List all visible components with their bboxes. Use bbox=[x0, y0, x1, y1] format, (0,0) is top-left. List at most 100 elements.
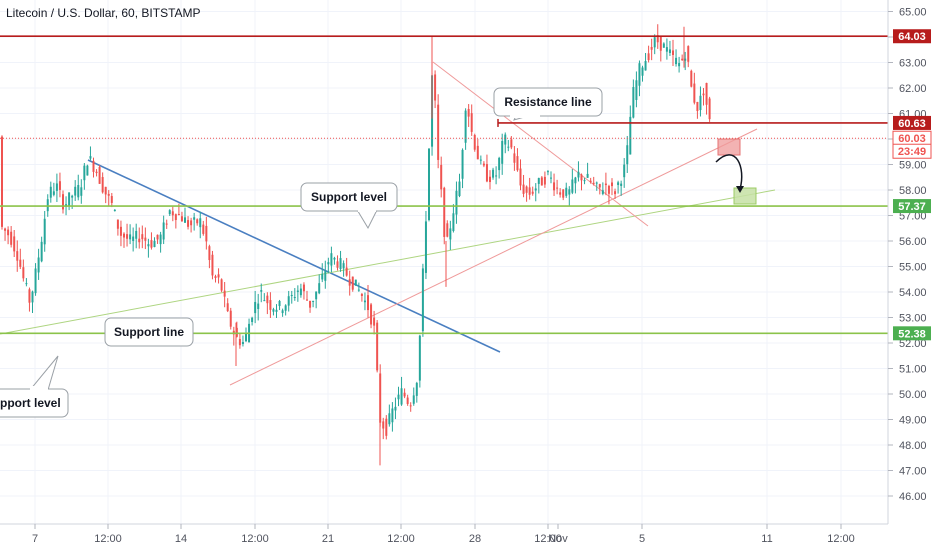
candle-body bbox=[394, 406, 397, 411]
candle-body bbox=[260, 290, 263, 292]
candle-body bbox=[138, 238, 141, 243]
candle-body bbox=[672, 50, 674, 55]
candle-body bbox=[214, 276, 217, 278]
candle-body bbox=[696, 101, 699, 112]
candle-body bbox=[101, 177, 104, 193]
candle-body bbox=[293, 297, 296, 299]
candle-body bbox=[211, 254, 214, 276]
candle-body bbox=[385, 418, 388, 436]
candle-body bbox=[22, 267, 25, 279]
candle-body bbox=[510, 139, 513, 148]
trend-lines bbox=[0, 61, 776, 386]
candle-body bbox=[388, 413, 391, 425]
candle-body bbox=[25, 283, 28, 285]
projection-sell-box[interactable] bbox=[717, 138, 741, 156]
candle-body bbox=[467, 108, 470, 117]
candle-body bbox=[86, 165, 89, 176]
candle-body bbox=[626, 145, 629, 165]
candle-body bbox=[565, 187, 568, 196]
y-axis-ticks: 46.00 47.00 48.00 49.00 50.00 51.00 52.00 53.00… bbox=[888, 7, 927, 503]
green-long-trendline[interactable] bbox=[0, 189, 776, 335]
candle-body bbox=[522, 184, 525, 194]
candle-body bbox=[498, 157, 501, 171]
candle-body bbox=[540, 177, 543, 186]
candle-body bbox=[620, 183, 623, 186]
candle-body bbox=[363, 300, 366, 303]
callout-resistance-line-text: Resistance line bbox=[504, 95, 592, 109]
y-tick-label: 55.00 bbox=[899, 262, 927, 274]
chart-title: Litecoin / U.S. Dollar, 60, BITSTAMP bbox=[6, 6, 201, 20]
y-tick-label: 50.00 bbox=[899, 389, 927, 401]
candle-body bbox=[376, 322, 379, 371]
y-tick-label: 47.00 bbox=[899, 466, 927, 478]
candle-body bbox=[370, 304, 373, 325]
candle-body bbox=[135, 230, 138, 239]
candle-body bbox=[516, 156, 519, 171]
candle-body bbox=[647, 53, 650, 61]
projection-target-box[interactable] bbox=[733, 187, 757, 205]
candle-body bbox=[49, 186, 52, 198]
candle-body bbox=[4, 228, 7, 231]
candle-body bbox=[638, 63, 641, 86]
x-tick-label: 12:00 bbox=[387, 533, 415, 545]
candle-body bbox=[614, 191, 617, 195]
price-badge-support bbox=[893, 199, 931, 214]
candle-body bbox=[367, 295, 369, 311]
candle-body bbox=[507, 146, 510, 148]
candle-body bbox=[492, 169, 495, 178]
candle-body bbox=[611, 182, 613, 187]
callout-support-level-left[interactable]: pport level bbox=[0, 355, 69, 418]
candle-body bbox=[684, 58, 687, 61]
candle-body bbox=[617, 182, 620, 185]
red-resistance-trendline[interactable] bbox=[432, 61, 649, 227]
candle-body bbox=[586, 173, 589, 178]
y-tick-label: 57.00 bbox=[899, 211, 927, 223]
candle-body bbox=[668, 49, 671, 54]
candle-body bbox=[461, 149, 464, 179]
candle-body bbox=[315, 291, 318, 300]
callout-support-level[interactable]: Support level bbox=[300, 182, 398, 230]
candle-body bbox=[440, 164, 443, 190]
axes bbox=[0, 0, 889, 525]
candle-body bbox=[238, 338, 241, 346]
candle-body bbox=[675, 57, 678, 65]
callout-support-level-text: Support level bbox=[311, 190, 387, 204]
candle-body bbox=[299, 288, 302, 296]
candle-body bbox=[543, 176, 546, 185]
candle-body bbox=[95, 171, 98, 174]
candle-body bbox=[531, 191, 534, 194]
candle-body bbox=[607, 185, 610, 194]
price-badge-countdown bbox=[892, 143, 932, 159]
candle-body bbox=[205, 225, 208, 242]
x-tick-label: 7 bbox=[32, 533, 38, 545]
callout-resistance-line[interactable]: Resistance line bbox=[493, 87, 603, 121]
candle-body bbox=[235, 327, 238, 337]
candle-body bbox=[126, 234, 129, 239]
candle-body bbox=[180, 216, 183, 222]
candle-body bbox=[62, 194, 64, 210]
candle-body bbox=[52, 191, 55, 195]
candle-body bbox=[193, 217, 196, 220]
candle-body bbox=[589, 180, 592, 182]
candle-body bbox=[104, 186, 107, 195]
price-badge-resistance bbox=[893, 29, 931, 44]
candle-body bbox=[403, 392, 406, 397]
candle-body bbox=[464, 110, 467, 143]
candle-body bbox=[641, 67, 644, 76]
candle-body bbox=[312, 300, 315, 302]
candle-body bbox=[379, 373, 382, 423]
candle-body bbox=[428, 148, 430, 220]
red-rising-trendline[interactable] bbox=[229, 128, 758, 386]
candle-body bbox=[537, 178, 540, 184]
candle-body bbox=[528, 187, 531, 195]
candle-body bbox=[309, 300, 312, 308]
candle-body bbox=[159, 234, 162, 245]
candle-body bbox=[693, 83, 696, 103]
candle-body bbox=[10, 231, 13, 245]
blue-descending-trendline[interactable] bbox=[87, 159, 501, 353]
candle-body bbox=[190, 220, 193, 226]
callout-support-line[interactable]: Support line bbox=[104, 317, 194, 347]
candle-body bbox=[659, 36, 662, 51]
